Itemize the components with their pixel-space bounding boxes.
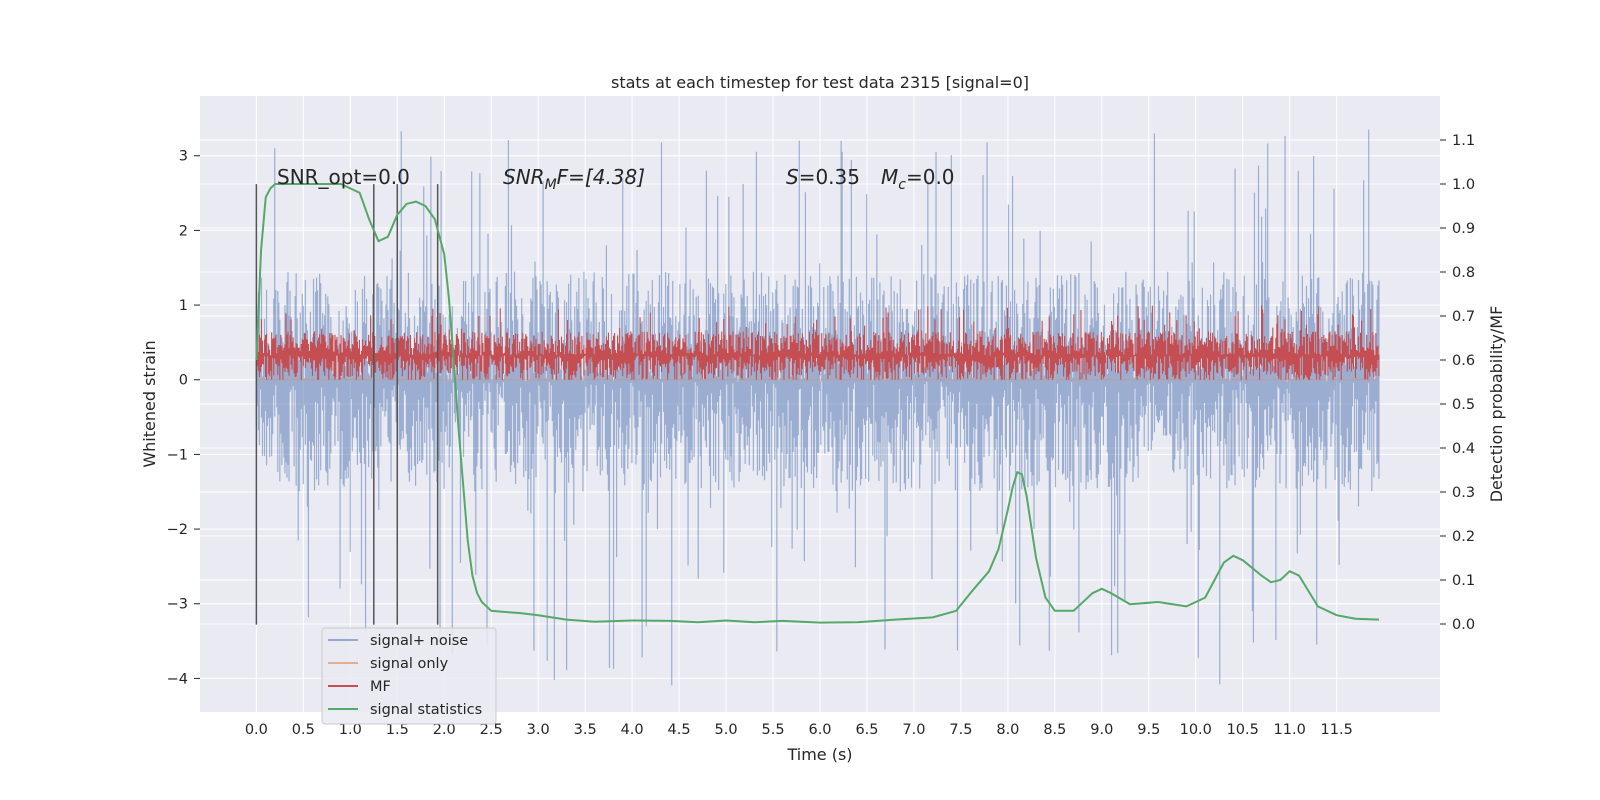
y-right-tick-labels: 1.1 1.0 0.9 0.8 0.7 0.6 0.5 0.4 0.3 0.2 0.1 0.0 [1440, 133, 1475, 633]
x-tick-label: 0.5 [292, 722, 315, 738]
y-left-tick-label: −3 [167, 597, 188, 613]
legend-label-mf: MF [370, 679, 391, 695]
y-right-tick-label: 0.6 [1452, 353, 1475, 369]
y-right-tick-label: 0.7 [1452, 309, 1475, 325]
x-tick-label: 2.5 [480, 722, 503, 738]
signal-statistics-series [255, 183, 1379, 624]
y-right-tick-label: 0.9 [1452, 221, 1475, 237]
x-tick-label: 0.0 [245, 722, 268, 738]
y-right-tick-label: 0.2 [1452, 529, 1475, 545]
series-line-signal-statistics [255, 183, 1379, 624]
x-tick-label: 7.0 [902, 722, 925, 738]
annotation-mc: Mc=0.0 [881, 165, 955, 193]
legend-label-signal-statistics: signal statistics [370, 702, 482, 718]
x-tick-label: 9.0 [1090, 722, 1113, 738]
legend-label-signal-noise: signal+ noise [370, 633, 468, 649]
y-right-axis-label: Detection probability/MF [1487, 306, 1506, 503]
vertical-markers [255, 184, 439, 625]
x-tick-label: 3.0 [527, 722, 550, 738]
x-tick-label: 6.0 [808, 722, 831, 738]
annotation-s: S=0.35 [786, 165, 860, 189]
x-tick-label: 8.5 [1043, 722, 1066, 738]
x-tick-label: 7.5 [949, 722, 972, 738]
x-axis-label: Time (s) [786, 745, 852, 764]
y-left-tick-label: 3 [179, 149, 188, 165]
y-left-tick-label: 1 [179, 298, 188, 314]
x-tick-label: 10.0 [1180, 722, 1212, 738]
x-tick-label: 8.0 [996, 722, 1019, 738]
y-left-axis-label: Whitened strain [140, 340, 159, 467]
y-left-tick-label: −4 [167, 671, 188, 687]
x-tick-label: 11.0 [1274, 722, 1306, 738]
x-tick-label: 11.5 [1321, 722, 1353, 738]
legend: signal+ noise signal only MF signal stat… [321, 627, 497, 725]
y-left-tick-label: 2 [179, 223, 188, 239]
x-tick-label: 4.0 [621, 722, 644, 738]
y-right-tick-label: 1.0 [1452, 177, 1475, 193]
y-left-tick-label: −1 [167, 447, 188, 463]
y-right-tick-label: 0.8 [1452, 265, 1475, 281]
x-tick-label: 1.5 [386, 722, 409, 738]
y-right-tick-label: 0.4 [1452, 441, 1475, 457]
y-left-tick-label: 0 [179, 373, 188, 389]
x-tick-label: 5.5 [761, 722, 784, 738]
y-right-tick-label: 0.1 [1452, 573, 1475, 589]
x-tick-label: 1.0 [339, 722, 362, 738]
x-tick-label: 9.5 [1137, 722, 1160, 738]
x-tick-label: 4.5 [668, 722, 691, 738]
y-left-tick-labels: 3 2 1 0 −1 −2 −3 −4 [167, 149, 200, 687]
x-tick-label: 3.5 [574, 722, 597, 738]
chart-title: stats at each timestep for test data 231… [611, 73, 1029, 92]
x-tick-label: 2.0 [433, 722, 456, 738]
annotation-snr-opt: SNR_opt=0.0 [277, 165, 410, 189]
y-right-tick-label: 1.1 [1452, 133, 1475, 149]
y-left-tick-label: −2 [167, 522, 188, 538]
y-right-tick-label: 0.0 [1452, 617, 1475, 633]
legend-box [321, 627, 497, 725]
x-tick-labels: 0.0 0.5 1.0 1.5 2.0 2.5 3.0 3.5 4.0 4.5 5.0 5.5 6.0 6… [245, 722, 1353, 738]
x-tick-label: 5.0 [715, 722, 738, 738]
annotation-snr-mf: SNRMF=[4.38] [503, 165, 645, 193]
y-right-tick-label: 0.5 [1452, 397, 1475, 413]
y-right-tick-label: 0.3 [1452, 485, 1475, 501]
legend-label-signal-only: signal only [370, 656, 449, 672]
x-tick-label: 10.5 [1227, 722, 1259, 738]
x-tick-label: 6.5 [855, 722, 878, 738]
